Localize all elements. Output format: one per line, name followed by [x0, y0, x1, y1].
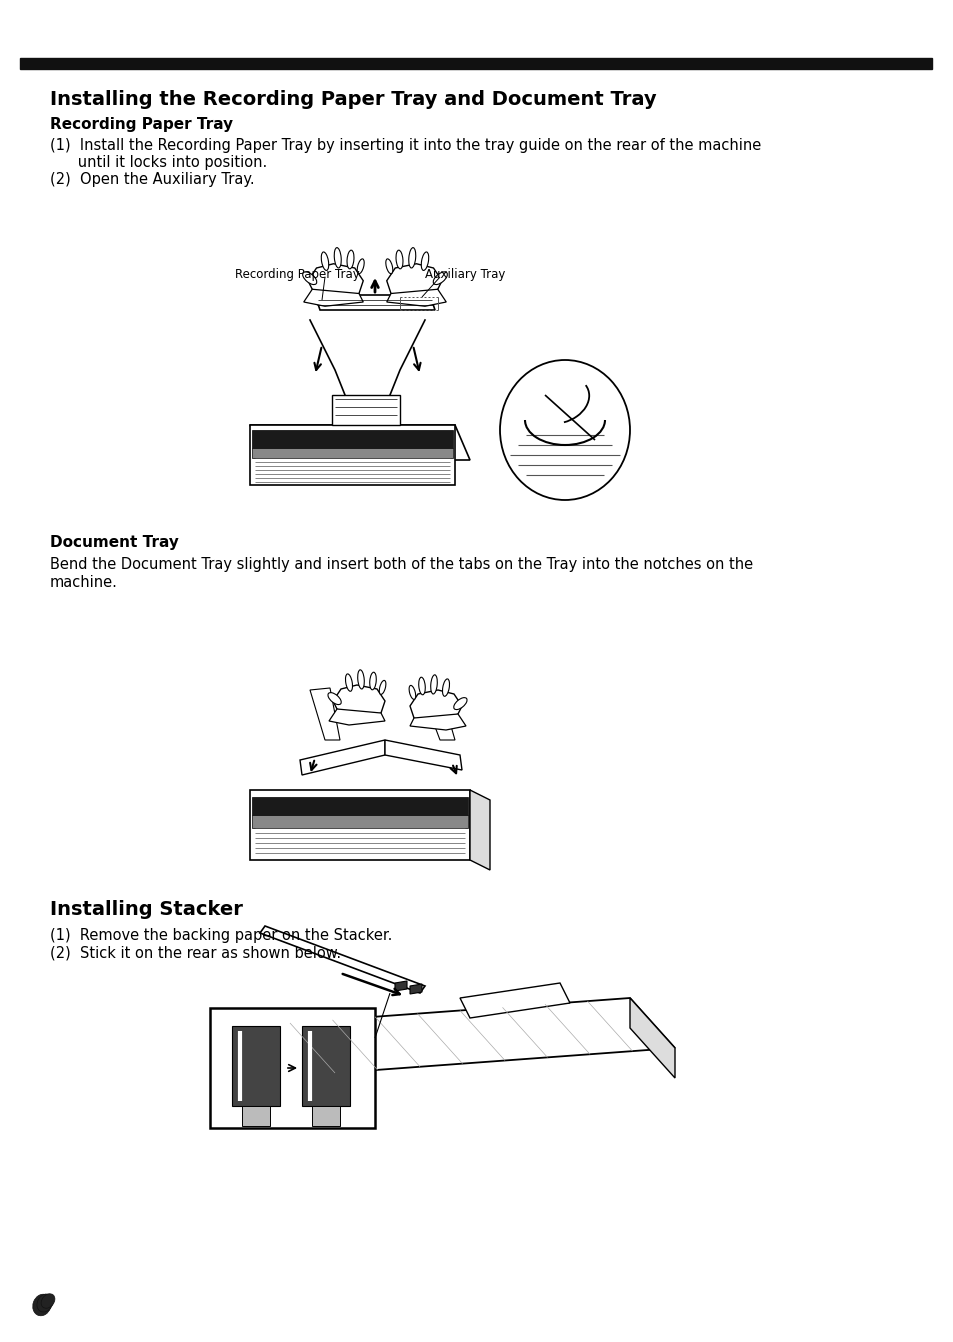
- Polygon shape: [252, 429, 453, 448]
- Ellipse shape: [418, 678, 425, 695]
- Text: until it locks into position.: until it locks into position.: [50, 154, 267, 170]
- Polygon shape: [299, 739, 385, 774]
- Polygon shape: [333, 684, 385, 717]
- Polygon shape: [310, 688, 339, 739]
- Text: Recording Paper Tray: Recording Paper Tray: [50, 117, 233, 132]
- Ellipse shape: [385, 259, 393, 274]
- Ellipse shape: [345, 674, 352, 691]
- Text: (1)  Install the Recording Paper Tray by inserting it into the tray guide on the: (1) Install the Recording Paper Tray by …: [50, 138, 760, 153]
- Polygon shape: [386, 290, 446, 306]
- Polygon shape: [424, 695, 455, 739]
- Ellipse shape: [370, 672, 375, 690]
- Polygon shape: [332, 395, 399, 425]
- Ellipse shape: [408, 248, 416, 268]
- Ellipse shape: [395, 250, 402, 268]
- Text: (2)  Open the Auxiliary Tray.: (2) Open the Auxiliary Tray.: [50, 172, 254, 187]
- Ellipse shape: [499, 360, 629, 501]
- Polygon shape: [250, 425, 470, 460]
- Ellipse shape: [433, 272, 447, 285]
- Text: Document Tray: Document Tray: [50, 535, 179, 550]
- Ellipse shape: [357, 670, 364, 688]
- Text: Recording Paper Tray: Recording Paper Tray: [234, 268, 359, 280]
- Ellipse shape: [442, 679, 449, 696]
- Polygon shape: [252, 448, 453, 458]
- Polygon shape: [242, 1106, 270, 1126]
- Ellipse shape: [421, 252, 428, 271]
- Polygon shape: [410, 690, 461, 722]
- Polygon shape: [308, 264, 363, 298]
- Polygon shape: [232, 1027, 280, 1106]
- Ellipse shape: [321, 252, 329, 271]
- Ellipse shape: [347, 250, 354, 268]
- Text: Installing the Recording Paper Tray and Document Tray: Installing the Recording Paper Tray and …: [50, 90, 656, 109]
- Polygon shape: [459, 982, 569, 1019]
- Ellipse shape: [32, 1294, 51, 1315]
- Ellipse shape: [409, 686, 416, 699]
- Polygon shape: [302, 1027, 350, 1106]
- Polygon shape: [410, 984, 421, 994]
- Polygon shape: [252, 797, 468, 815]
- Polygon shape: [386, 264, 441, 298]
- Ellipse shape: [356, 259, 364, 274]
- Polygon shape: [470, 790, 490, 870]
- Polygon shape: [395, 981, 407, 990]
- Text: Auxiliary Tray: Auxiliary Tray: [424, 268, 505, 280]
- Ellipse shape: [334, 248, 341, 268]
- Polygon shape: [290, 1023, 335, 1103]
- Polygon shape: [329, 709, 385, 725]
- Polygon shape: [314, 295, 435, 310]
- Ellipse shape: [328, 692, 341, 705]
- Polygon shape: [312, 1106, 339, 1126]
- Polygon shape: [303, 290, 363, 306]
- Polygon shape: [629, 998, 675, 1078]
- Ellipse shape: [454, 698, 467, 710]
- Polygon shape: [290, 998, 675, 1074]
- Ellipse shape: [41, 1294, 55, 1308]
- Text: Installing Stacker: Installing Stacker: [50, 900, 243, 919]
- Text: machine.: machine.: [50, 574, 118, 590]
- Text: (2)  Stick it on the rear as shown below.: (2) Stick it on the rear as shown below.: [50, 946, 341, 961]
- Polygon shape: [252, 815, 468, 828]
- Polygon shape: [250, 425, 455, 484]
- Bar: [20, 58, 931, 68]
- Polygon shape: [260, 926, 424, 993]
- Ellipse shape: [302, 272, 316, 285]
- Polygon shape: [385, 739, 461, 770]
- Ellipse shape: [430, 675, 436, 694]
- Text: (1)  Remove the backing paper on the Stacker.: (1) Remove the backing paper on the Stac…: [50, 929, 392, 943]
- Polygon shape: [250, 790, 470, 860]
- Ellipse shape: [379, 680, 385, 694]
- Bar: [210, 1008, 375, 1129]
- Polygon shape: [410, 714, 465, 730]
- Text: Bend the Document Tray slightly and insert both of the tabs on the Tray into the: Bend the Document Tray slightly and inse…: [50, 557, 752, 572]
- Ellipse shape: [37, 1294, 53, 1312]
